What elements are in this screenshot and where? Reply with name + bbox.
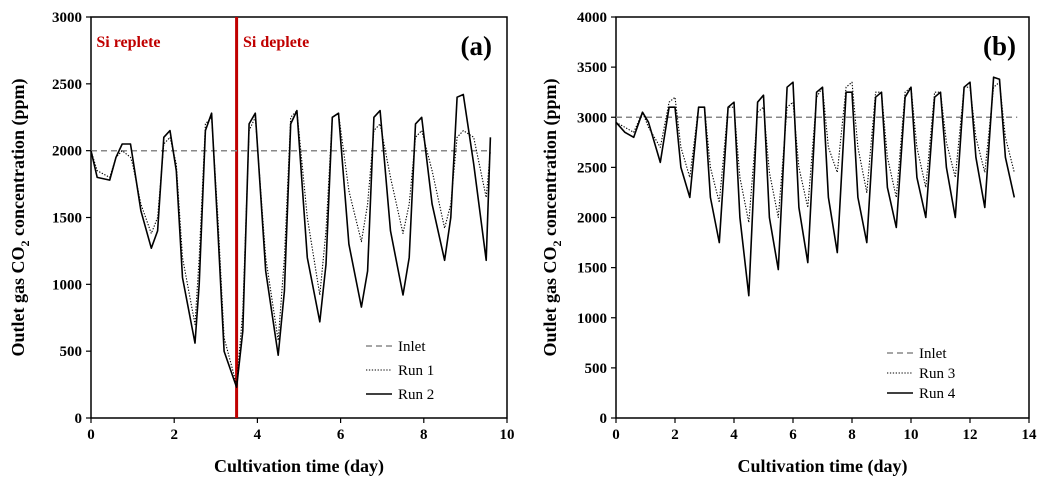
plot-frame (90, 16, 508, 419)
x-tick-label: 0 (87, 427, 95, 443)
x-tick-label: 10 (904, 427, 919, 443)
y-tick-label: 3000 (577, 110, 607, 126)
x-tick-label: 4 (730, 427, 738, 443)
y-tick-label: 3000 (52, 10, 82, 26)
y-tick-label: 1500 (577, 261, 607, 277)
y-tick-label: 2500 (52, 77, 82, 93)
y-axis-title: Outlet gas CO2 concentration (ppm) (8, 79, 32, 357)
x-axis-title: Cultivation time (day) (738, 456, 908, 477)
plot-frame (615, 16, 1030, 419)
x-tick-label: 6 (337, 427, 345, 443)
y-axis-title: Outlet gas CO2 concentration (ppm) (540, 79, 564, 357)
y-tick-label: 2000 (577, 211, 607, 227)
y-tick-label: 0 (600, 411, 608, 427)
series-line-run-1 (90, 110, 491, 386)
series-line-run-4 (615, 76, 1016, 297)
y-tick-label: 1500 (52, 211, 82, 227)
x-tick-label: 12 (963, 427, 978, 443)
region-label: Si deplete (243, 34, 309, 51)
panel-b: 0 2 4 6 8 10 12 14 0 500 1000 1500 2000 2500 3000 3500 4… (540, 10, 1037, 477)
legend-label: Run 3 (919, 366, 955, 382)
legend-label: Inlet (398, 339, 426, 355)
x-tick-label: 2 (170, 427, 178, 443)
y-tick-label: 0 (75, 411, 83, 427)
y-tick-label: 2500 (577, 160, 607, 176)
series-line-run-2 (90, 93, 492, 389)
panel-tag: (b) (983, 31, 1016, 61)
legend-label: Inlet (919, 346, 947, 362)
y-tick-label: 4000 (577, 10, 607, 26)
x-axis-title: Cultivation time (day) (214, 456, 384, 477)
y-tick-label: 500 (585, 361, 608, 377)
x-tick-label: 8 (848, 427, 856, 443)
y-tick-label: 2000 (52, 144, 82, 160)
y-tick-label: 1000 (577, 311, 607, 327)
series-line-run-3 (615, 81, 1015, 224)
region-label: Si replete (96, 34, 160, 51)
legend-label: Run 4 (919, 386, 956, 402)
y-tick-label: 3500 (577, 60, 607, 76)
y-tick-label: 500 (60, 344, 83, 360)
x-tick-label: 8 (420, 427, 428, 443)
x-tick-label: 0 (612, 427, 620, 443)
panel-tag: (a) (461, 31, 492, 61)
x-tick-label: 14 (1022, 427, 1038, 443)
x-tick-label: 10 (500, 427, 515, 443)
legend-label: Run 2 (398, 387, 434, 403)
y-tick-label: 1000 (52, 277, 82, 293)
x-tick-label: 6 (789, 427, 797, 443)
legend-label: Run 1 (398, 363, 434, 379)
x-tick-label: 4 (254, 427, 262, 443)
x-tick-label: 2 (671, 427, 679, 443)
panel-a: 0 2 4 6 8 10 0 500 1000 1500 2000 2500 3000 Cultivati… (8, 10, 515, 477)
